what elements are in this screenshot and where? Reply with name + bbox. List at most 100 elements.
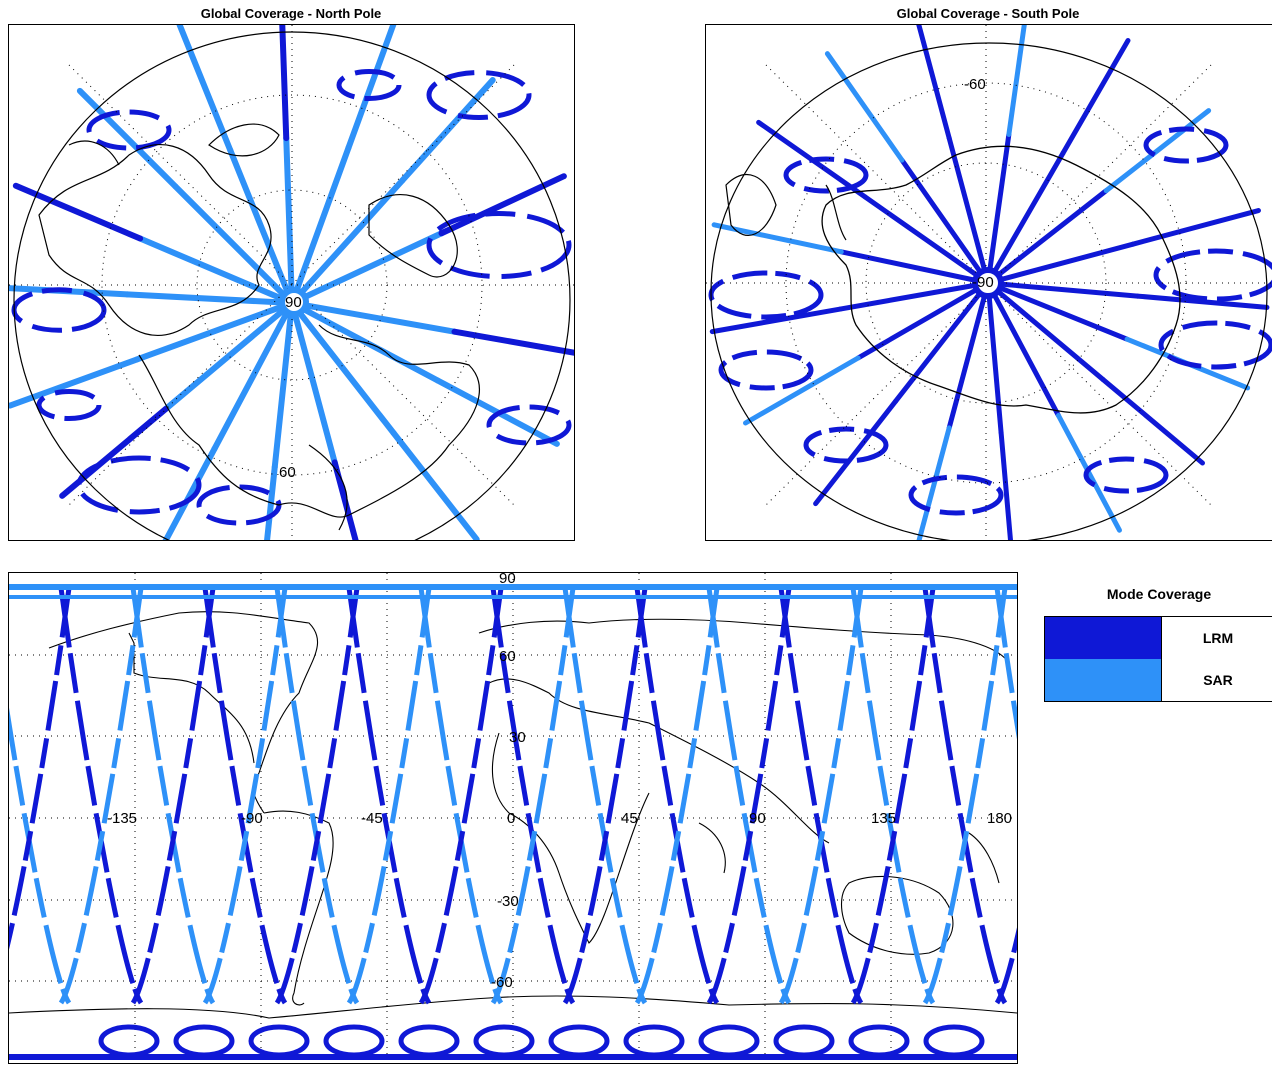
world-track-descending — [130, 587, 216, 1005]
world-track-descending — [634, 587, 720, 1005]
south-track-segment — [985, 280, 1106, 382]
north-track-segment — [331, 459, 359, 540]
south-pole-tracks — [708, 25, 1272, 540]
world-map-tracks — [9, 584, 1017, 1060]
north-track-segment — [176, 25, 234, 154]
legend-item-sar: SAR — [1045, 659, 1272, 701]
south-track-loop — [1153, 248, 1272, 302]
south-pole-plot: -90 -60 — [706, 25, 1272, 540]
world-track-descending — [202, 587, 288, 1005]
south-pole-label-pole: -90 — [972, 274, 994, 291]
south-track-segment — [985, 188, 1109, 286]
north-track-loop — [11, 287, 107, 333]
north-track-segment — [211, 300, 295, 452]
north-pole-label-pole: 90 — [285, 294, 302, 311]
north-track-segment — [12, 182, 144, 242]
legend-swatch-lrm — [1045, 617, 1161, 659]
world-track-ascending — [130, 587, 216, 1005]
north-track-segment — [438, 173, 567, 237]
world-lat-label-30: 30 — [509, 729, 526, 746]
south-track-segment — [743, 355, 861, 426]
north-track-segment — [289, 300, 441, 384]
south-track-segment — [899, 157, 991, 286]
south-track-segment — [985, 280, 1130, 342]
north-track-segment — [399, 77, 496, 184]
world-track-descending — [778, 587, 864, 1005]
world-lat-label-minus30: -30 — [497, 893, 519, 910]
south-track-segment — [946, 280, 991, 431]
north-pole-label-lat60: 60 — [279, 464, 296, 481]
north-track-segment — [137, 235, 295, 306]
world-track-descending — [274, 587, 360, 1005]
world-track-ascending — [202, 587, 288, 1005]
north-track-segment — [133, 300, 295, 363]
north-track-segment — [289, 300, 397, 437]
north-pole-map: 90 60 — [8, 24, 575, 541]
world-track-south-loop — [473, 1024, 535, 1058]
north-track-segment — [124, 291, 295, 306]
world-track-south-loop — [398, 1024, 460, 1058]
world-lon-label-minus135: -135 — [107, 810, 137, 827]
north-track-loop — [336, 69, 402, 101]
south-track-segment — [985, 280, 1061, 418]
north-track-segment — [9, 356, 140, 409]
south-track-segment — [1100, 376, 1205, 466]
north-track-segment — [162, 300, 295, 413]
world-map: 90 60 30 -30 -60 -135 -90 -45 0 45 90 13… — [8, 572, 1018, 1064]
north-track-segment — [390, 430, 480, 540]
world-lat-label-60: 60 — [499, 648, 516, 665]
south-pole-label-lat60: -60 — [964, 76, 986, 93]
south-track-segment — [1060, 38, 1131, 156]
south-track-segment — [838, 249, 991, 286]
south-track-segment — [1103, 108, 1212, 194]
north-track-segment — [76, 87, 179, 190]
legend-swatch-sar — [1045, 659, 1161, 701]
south-track-segment — [1134, 293, 1270, 310]
world-track-ascending — [706, 587, 792, 1005]
world-track-ascending — [274, 587, 360, 1005]
south-track-segment — [916, 25, 952, 141]
world-lat-label-minus60: -60 — [491, 974, 513, 991]
north-track-loop — [426, 70, 532, 120]
south-track-segment — [985, 280, 1004, 435]
north-track-segment — [279, 25, 290, 142]
south-track-segment — [985, 280, 1140, 299]
world-track-south-loop — [173, 1024, 235, 1058]
antarctica-coastline — [821, 145, 1181, 414]
south-track-loop — [1083, 456, 1169, 494]
north-track-segment — [451, 328, 574, 356]
south-track-segment — [998, 429, 1013, 540]
north-pole-tracks — [9, 25, 574, 540]
north-track-segment — [264, 464, 278, 540]
world-lon-label-180: 180 — [987, 810, 1012, 827]
legend: LRM SAR — [1044, 616, 1272, 702]
south-track-segment — [916, 425, 952, 540]
world-track-descending — [58, 587, 144, 1005]
world-track-south-loop — [548, 1024, 610, 1058]
world-track-south-loop — [698, 1024, 760, 1058]
north-pole-plot: 90 60 — [9, 25, 574, 540]
north-track-loop — [86, 109, 172, 151]
north-track-segment — [289, 230, 445, 306]
south-track-segment — [837, 280, 991, 312]
legend-label-lrm: LRM — [1161, 617, 1272, 659]
world-track-south-loop — [323, 1024, 385, 1058]
south-track-segment — [813, 398, 899, 507]
world-lon-label-minus90: -90 — [241, 810, 263, 827]
south-track-segment — [985, 131, 1012, 286]
north-track-segment — [289, 144, 352, 306]
legend-label-sar: SAR — [1161, 659, 1272, 701]
south-track-loop — [708, 270, 824, 320]
south-track-loop — [908, 474, 1004, 516]
north-track-segment — [289, 300, 458, 335]
north-track-segment — [289, 177, 406, 306]
world-track-south-loop — [923, 1024, 985, 1058]
world-track-ascending — [418, 587, 504, 1005]
world-track-descending — [418, 587, 504, 1005]
north-track-segment — [283, 135, 295, 306]
world-lon-label-45: 45 — [621, 810, 638, 827]
world-track-south-loop — [848, 1024, 910, 1058]
north-track-segment — [271, 300, 295, 471]
world-track-descending — [346, 587, 432, 1005]
world-label-90: 90 — [499, 573, 516, 587]
